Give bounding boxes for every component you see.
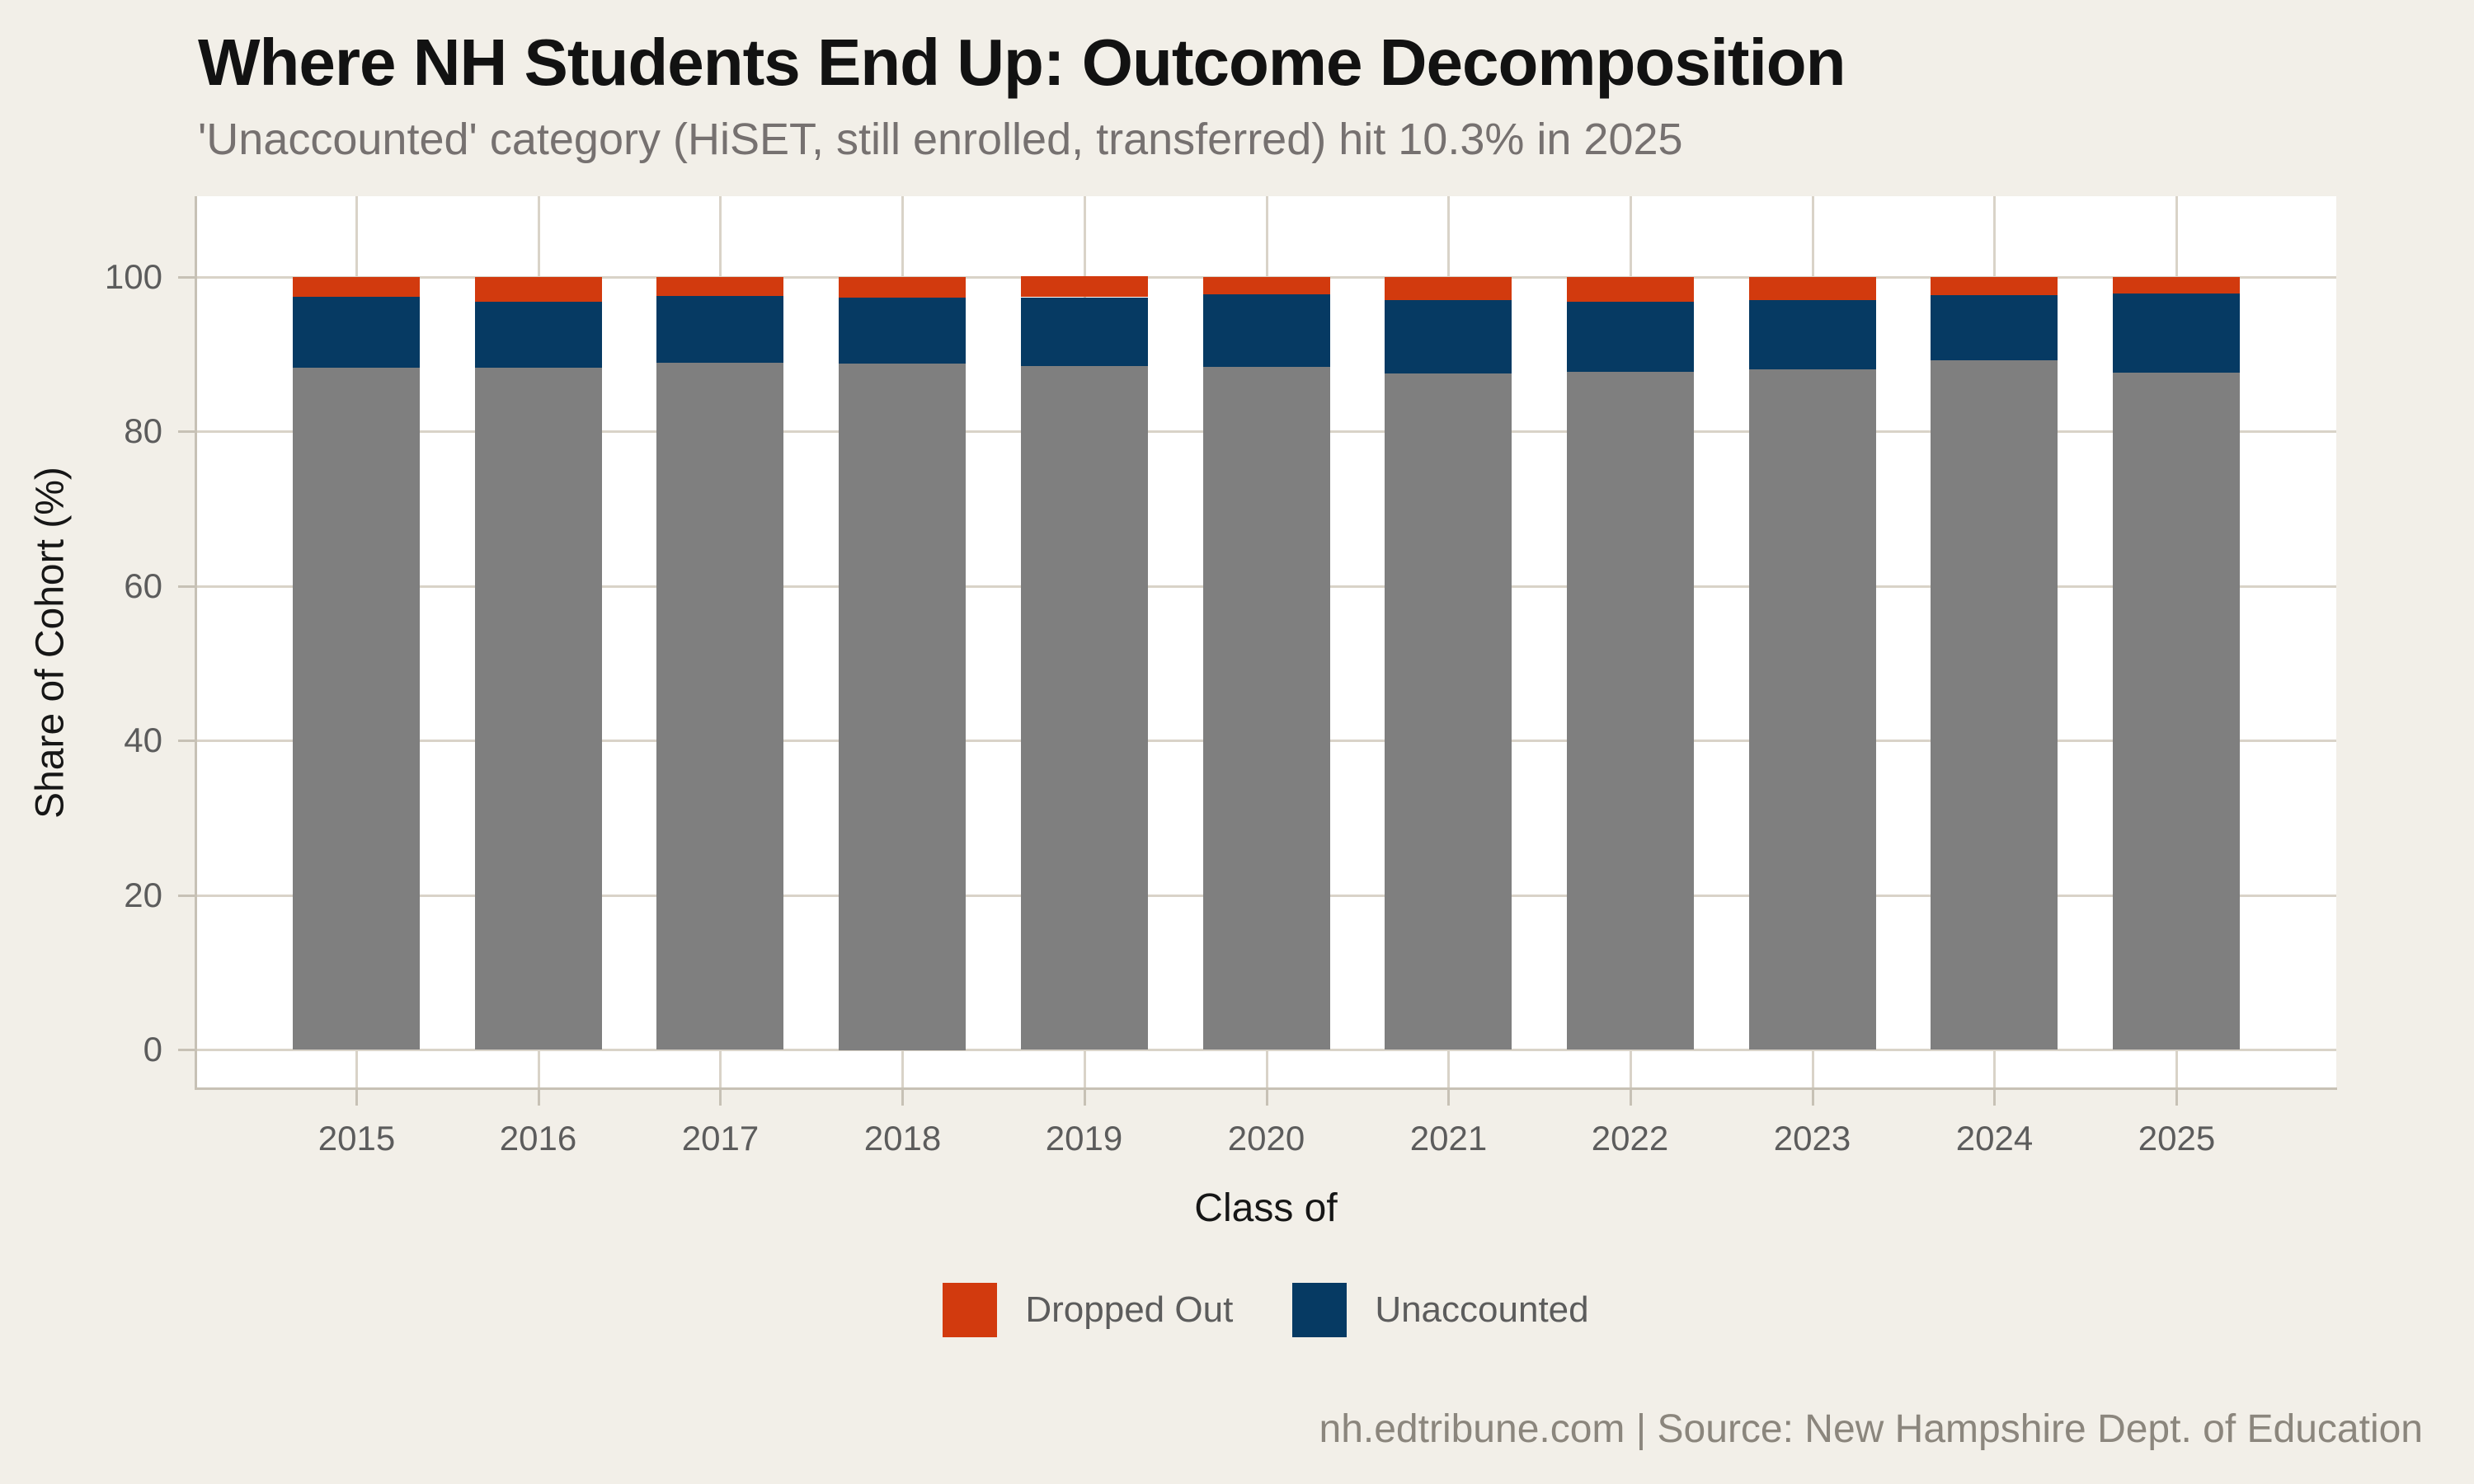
bar-2023-segment-dropped-out — [1749, 277, 1876, 300]
bar-2023-segment-gray — [1749, 369, 1876, 1050]
x-tick-label-2023: 2023 — [1773, 1119, 1851, 1158]
y-tick-100 — [178, 276, 195, 279]
x-tick-2024 — [1993, 1089, 1996, 1106]
x-tick-label-2025: 2025 — [2138, 1119, 2216, 1158]
y-tick-label-40: 40 — [124, 721, 162, 759]
bar-2015-segment-gray — [293, 368, 420, 1050]
x-tick-2018 — [901, 1089, 904, 1106]
plot-panel — [195, 196, 2336, 1088]
x-tick-2015 — [355, 1089, 358, 1106]
bar-2016-segment-dropped-out — [475, 277, 602, 302]
x-tick-2019 — [1084, 1089, 1086, 1106]
y-tick-0 — [178, 1049, 195, 1051]
chart-subtitle: 'Unaccounted' category (HiSET, still enr… — [198, 115, 1683, 164]
bar-2020-segment-unaccounted — [1203, 294, 1330, 367]
bar-2015-segment-unaccounted — [293, 297, 420, 368]
bar-2025-segment-unaccounted — [2113, 293, 2240, 373]
y-tick-label-0: 0 — [143, 1030, 162, 1068]
y-tick-60 — [178, 585, 195, 588]
legend-label-unaccounted: Unaccounted — [1375, 1289, 1589, 1330]
bar-2024-segment-gray — [1931, 360, 2058, 1050]
x-tick-label-2021: 2021 — [1409, 1119, 1488, 1158]
x-tick-label-2018: 2018 — [863, 1119, 942, 1158]
bar-2022-segment-dropped-out — [1567, 277, 1694, 302]
bar-2022-segment-unaccounted — [1567, 302, 1694, 372]
legend: Dropped Out Unaccounted — [195, 1283, 2336, 1337]
y-tick-40 — [178, 740, 195, 742]
bar-2019-segment-dropped-out — [1021, 276, 1148, 297]
x-tick-label-2022: 2022 — [1591, 1119, 1669, 1158]
legend-item-unaccounted: Unaccounted — [1292, 1283, 1589, 1337]
y-axis-line — [195, 196, 197, 1090]
bar-2018-segment-gray — [839, 364, 966, 1050]
bar-2025-segment-dropped-out — [2113, 277, 2240, 294]
bar-2021-segment-gray — [1385, 373, 1512, 1050]
bar-2018-segment-unaccounted — [839, 298, 966, 364]
bar-2020-segment-dropped-out — [1203, 277, 1330, 294]
bar-2024-segment-unaccounted — [1931, 294, 2058, 360]
x-tick-label-2020: 2020 — [1227, 1119, 1305, 1158]
bar-2015-segment-dropped-out — [293, 277, 420, 297]
bar-2018-segment-dropped-out — [839, 277, 966, 298]
x-tick-label-2015: 2015 — [317, 1119, 396, 1158]
y-axis-title: Share of Cohort (%) — [28, 467, 73, 819]
x-tick-2020 — [1266, 1089, 1268, 1106]
bar-2025-segment-gray — [2113, 373, 2240, 1050]
y-tick-label-80: 80 — [124, 411, 162, 450]
bar-2017-segment-gray — [656, 363, 783, 1050]
y-tick-80 — [178, 430, 195, 433]
x-tick-2023 — [1812, 1089, 1814, 1106]
bar-2023-segment-unaccounted — [1749, 300, 1876, 369]
legend-swatch-dropped-out — [943, 1283, 998, 1337]
x-tick-label-2016: 2016 — [499, 1119, 577, 1158]
x-tick-label-2019: 2019 — [1045, 1119, 1123, 1158]
source-attribution: nh.edtribune.com | Source: New Hampshire… — [1319, 1407, 2424, 1451]
bar-2022-segment-gray — [1567, 372, 1694, 1050]
y-tick-label-100: 100 — [104, 257, 162, 296]
x-tick-2017 — [719, 1089, 722, 1106]
bar-2016-segment-unaccounted — [475, 302, 602, 368]
y-tick-label-60: 60 — [124, 566, 162, 605]
bar-2019-segment-unaccounted — [1021, 298, 1148, 366]
bar-2017-segment-dropped-out — [656, 277, 783, 296]
legend-swatch-unaccounted — [1292, 1283, 1348, 1337]
legend-item-dropped-out: Dropped Out — [943, 1283, 1233, 1337]
chart-title: Where NH Students End Up: Outcome Decomp… — [198, 26, 1846, 99]
bar-2024-segment-dropped-out — [1931, 277, 2058, 295]
bar-2017-segment-unaccounted — [656, 296, 783, 363]
x-tick-2021 — [1447, 1089, 1450, 1106]
legend-label-dropped-out: Dropped Out — [1025, 1289, 1234, 1330]
x-tick-label-2017: 2017 — [681, 1119, 760, 1158]
x-axis-line — [195, 1087, 2337, 1090]
y-tick-label-20: 20 — [124, 876, 162, 914]
x-tick-2022 — [1630, 1089, 1632, 1106]
x-axis-title: Class of — [1194, 1186, 1338, 1230]
bar-2021-segment-unaccounted — [1385, 300, 1512, 373]
x-tick-label-2024: 2024 — [1955, 1119, 2034, 1158]
bar-2021-segment-dropped-out — [1385, 277, 1512, 300]
y-tick-20 — [178, 895, 195, 897]
x-tick-2025 — [2175, 1089, 2178, 1106]
bar-2019-segment-gray — [1021, 366, 1148, 1050]
bar-2016-segment-gray — [475, 367, 602, 1050]
bar-2020-segment-gray — [1203, 367, 1330, 1050]
x-tick-2016 — [538, 1089, 540, 1106]
